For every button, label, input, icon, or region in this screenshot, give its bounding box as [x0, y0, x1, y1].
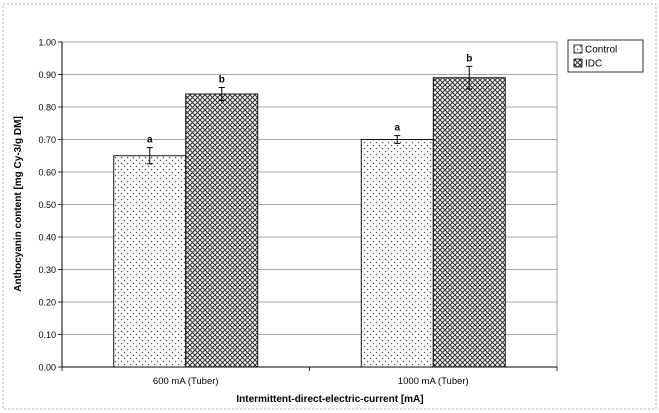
legend-label-idc: IDC — [585, 59, 602, 70]
y-tick-label: 0.10 — [38, 330, 56, 340]
y-tick-label: 0.80 — [38, 103, 56, 113]
significance-label: b — [466, 53, 472, 64]
x-axis: 600 mA (Tuber) 1000 mA (Tuber) — [61, 366, 558, 387]
legend-label-control: Control — [585, 45, 617, 56]
x-tick-label: 1000 mA (Tuber) — [398, 376, 469, 387]
y-tick-label: 0.00 — [38, 363, 56, 373]
y-tick-label: 0.20 — [38, 298, 56, 308]
significance-label: a — [394, 123, 400, 134]
legend: Control IDC — [567, 39, 644, 73]
y-tick-label: 0.90 — [38, 70, 56, 80]
y-tick-label: 1.00 — [38, 38, 56, 48]
legend-swatch-control — [573, 44, 583, 54]
legend-swatch-idc — [573, 58, 583, 68]
bar-control-0 — [113, 155, 187, 368]
significance-label: b — [219, 75, 225, 86]
y-axis: 0.00 0.10 0.20 0.30 0.40 0.50 0.60 0.70 0.80 0.90… — [38, 38, 63, 373]
bar-idc-0 — [185, 93, 259, 368]
y-axis-label: Anthocyanin content [mg Cy-3/g DM] — [13, 116, 24, 292]
significance-label: a — [147, 135, 153, 146]
x-tick-label: 600 mA (Tuber) — [153, 376, 219, 387]
bar-control-1 — [360, 139, 434, 368]
x-axis-label: Intermittent-direct-electric-current [mA… — [236, 394, 423, 405]
y-tick-label: 0.60 — [38, 168, 56, 178]
y-tick-label: 0.40 — [38, 233, 56, 243]
y-tick-label: 0.50 — [38, 200, 56, 210]
bar-idc-1 — [432, 77, 506, 368]
y-tick-label: 0.30 — [38, 265, 56, 275]
bars: a b a b — [113, 53, 506, 368]
y-tick-label: 0.70 — [38, 135, 56, 145]
